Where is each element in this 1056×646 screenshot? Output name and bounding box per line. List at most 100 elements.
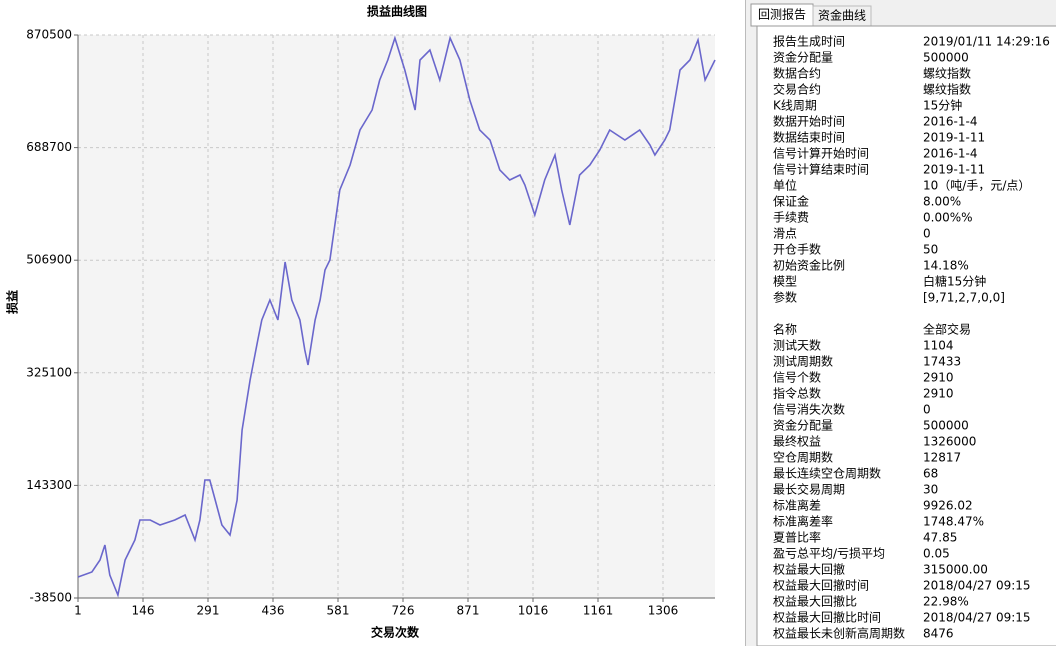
report-value: 全部交易 [923, 322, 971, 337]
report-value: 螺纹指数 [923, 82, 971, 97]
profit-line [77, 35, 716, 598]
report-key: 权益最长未创新高周期数 [773, 626, 905, 641]
report-key: 数据结束时间 [773, 130, 845, 145]
report-key: 最长交易周期 [773, 482, 845, 497]
report-value: 315000.00 [923, 563, 988, 577]
report-key: 夏普比率 [773, 530, 821, 545]
report-key: 交易合约 [773, 82, 821, 97]
report-value: 2018/04/27 09:15 [923, 579, 1031, 593]
y-tick-label: 143300 [26, 478, 72, 492]
report-key: 指令总数 [773, 386, 821, 401]
report-value: 2019-1-11 [923, 131, 985, 145]
report-value: 白糖15分钟 [923, 274, 986, 289]
report-key: 权益最大回撤比 [773, 594, 857, 609]
x-tick-label: 1161 [583, 604, 614, 618]
report-value: 500000 [923, 419, 969, 433]
report-value: 2016-1-4 [923, 147, 977, 161]
chart-title: 损益曲线图 [367, 4, 427, 19]
report-key: 初始资金比例 [773, 258, 845, 273]
report-key: 开仓手数 [773, 242, 821, 257]
report-value: 1326000 [923, 435, 976, 449]
report-value: 9926.02 [923, 499, 973, 513]
report-value: 50 [923, 243, 938, 257]
report-key: 权益最大回撤 [773, 562, 845, 577]
x-tick-label: 1 [74, 604, 82, 618]
report-key: 权益最大回撤比时间 [773, 610, 881, 625]
y-tick-label: 506900 [26, 253, 72, 267]
report-key: 测试天数 [773, 338, 821, 353]
report-key: 空仓周期数 [773, 450, 833, 465]
x-tick-label: 291 [197, 604, 220, 618]
report-value: 68 [923, 467, 938, 481]
report-value: 2019-1-11 [923, 163, 985, 177]
report-value: 22.98% [923, 595, 969, 609]
report-value: 15分钟 [923, 98, 962, 113]
x-tick-label: 1306 [648, 604, 679, 618]
report-key: K线周期 [773, 99, 817, 113]
report-value: 12817 [923, 451, 961, 465]
report-key: 权益最大回撤时间 [773, 578, 869, 593]
report-value: 0 [923, 403, 931, 417]
plot-area [78, 35, 715, 598]
report-key: 数据开始时间 [773, 114, 845, 129]
report-key: 单位 [773, 178, 797, 193]
y-axis-label: 损益 [5, 290, 20, 314]
tab[interactable]: 资金曲线 [818, 8, 866, 23]
report-value: 30 [923, 483, 938, 497]
report-key: 参数 [773, 290, 797, 305]
report-value: 10（吨/手，元/点） [923, 179, 1030, 193]
report-value: 2019/01/11 14:29:16 [923, 35, 1050, 49]
report-table [756, 25, 1056, 646]
x-tick-label: 726 [392, 604, 415, 618]
chart: 损益曲线图 交易次数 损益 -38500 143300 325100 506900 68… [5, 4, 716, 640]
report-key: 信号消失次数 [773, 402, 845, 417]
report-value: 0.05 [923, 547, 950, 561]
report-value: 1104 [923, 339, 954, 353]
report-value: 500000 [923, 51, 969, 65]
report-value: 8476 [923, 627, 954, 641]
report-key: 最终权益 [773, 434, 821, 449]
report-value: 0.00%% [923, 211, 973, 225]
report-key: 测试周期数 [773, 354, 833, 369]
report-key: 盈亏总平均/亏损平均 [773, 547, 885, 561]
report-value: 2910 [923, 387, 954, 401]
report-key: 最长连续空仓周期数 [773, 466, 881, 481]
report-key: 资金分配量 [773, 50, 833, 65]
report-key: 保证金 [773, 194, 809, 209]
report-panel: 回测报告 资金曲线 报告生成时间 2019/01/11 14:29:16 资金分配量… [745, 0, 1056, 646]
report-value: 0 [923, 227, 931, 241]
x-tick-label: 871 [457, 604, 480, 618]
report-value: 2016-1-4 [923, 115, 977, 129]
report-key: 信号计算结束时间 [773, 162, 869, 177]
report-key: 标准离差 [773, 498, 821, 513]
y-tick-label: -38500 [29, 591, 72, 605]
report-value: 14.18% [923, 259, 969, 273]
report-value: 1748.47% [923, 515, 984, 529]
report-key: 报告生成时间 [773, 34, 845, 49]
x-tick-label: 581 [327, 604, 350, 618]
report-key: 信号个数 [773, 370, 821, 385]
y-tick-label: 325100 [26, 365, 72, 379]
report-value: [9,71,2,7,0,0] [923, 291, 1005, 305]
report-key: 滑点 [773, 227, 797, 241]
x-tick-label: 436 [262, 604, 285, 618]
y-tick-label: 870500 [26, 28, 72, 42]
report-value: 8.00% [923, 195, 961, 209]
report-key: 数据合约 [773, 66, 821, 81]
report-value: 螺纹指数 [923, 66, 971, 81]
report-key: 标准离差率 [773, 514, 833, 529]
report-key: 信号计算开始时间 [773, 146, 869, 161]
report-value: 2018/04/27 09:15 [923, 611, 1031, 625]
report-key: 名称 [773, 322, 797, 337]
y-tick-label: 688700 [26, 140, 72, 154]
report-value: 47.85 [923, 531, 957, 545]
report-value: 17433 [923, 355, 961, 369]
report-key: 手续费 [773, 211, 809, 225]
report-value: 2910 [923, 371, 954, 385]
x-tick-label: 1016 [518, 604, 549, 618]
tab[interactable]: 回测报告 [758, 7, 806, 22]
x-axis-label: 交易次数 [371, 625, 420, 640]
report-key: 资金分配量 [773, 418, 833, 433]
report-key: 模型 [773, 275, 797, 289]
